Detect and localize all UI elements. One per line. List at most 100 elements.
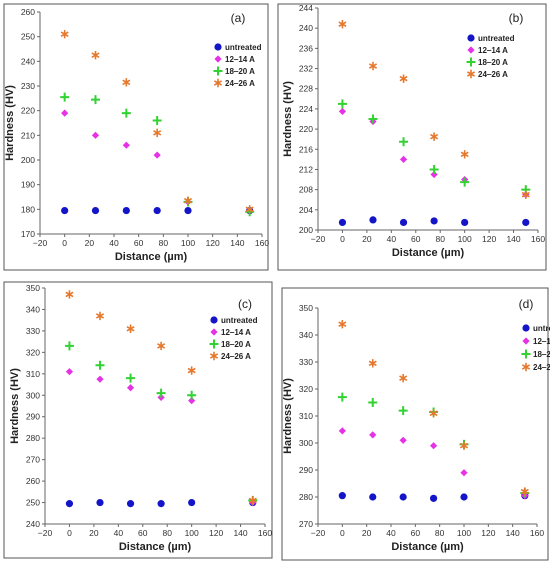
data-point [60, 29, 69, 39]
legend-marker [213, 78, 223, 88]
data-point [184, 206, 192, 215]
y-tick-label: 340 [26, 304, 40, 314]
x-tick-label: 100 [458, 234, 472, 244]
legend-marker [466, 69, 476, 79]
data-point [429, 442, 438, 450]
data-point [122, 141, 130, 149]
data-point [152, 116, 162, 126]
panel-frame [3, 3, 269, 271]
y-tick-label: 228 [299, 84, 313, 94]
y-tick-label: 300 [299, 438, 313, 448]
y-tick-label: 224 [299, 104, 313, 114]
panel-frame [277, 3, 547, 271]
y-tick-label: 170 [21, 229, 35, 239]
data-point [460, 493, 468, 501]
y-tick-label: 232 [299, 64, 313, 74]
data-point [126, 373, 136, 383]
data-point [369, 216, 377, 224]
data-point [460, 177, 470, 187]
chart-panel-1: −20 0 20 40 60 80 100 120 140 160 170 180 190 200 210 2… [3, 3, 269, 271]
data-point [338, 492, 346, 500]
y-tick-label: 330 [26, 326, 40, 336]
data-point [429, 494, 438, 502]
data-point [338, 319, 347, 329]
y-tick-label: 310 [299, 411, 313, 421]
x-tick-label: 60 [138, 528, 148, 538]
y-axis-title: Hardness (HV) [4, 85, 16, 161]
data-point [429, 409, 438, 418]
x-tick-label: 80 [435, 528, 445, 538]
x-tick-label: 60 [134, 238, 144, 248]
y-tick-label: 350 [299, 303, 313, 313]
y-tick-label: 212 [299, 164, 313, 174]
data-point [399, 373, 408, 383]
legend-label: 24‒26 A [225, 79, 255, 88]
x-tick-label: 80 [435, 234, 445, 244]
legend-label: untreated [221, 316, 258, 325]
y-tick-label: 200 [21, 155, 35, 165]
legend-marker [214, 43, 222, 51]
legend-marker [209, 351, 219, 361]
data-point [187, 366, 196, 375]
data-point [91, 50, 100, 60]
data-point [188, 397, 196, 405]
x-tick-label: 120 [481, 528, 495, 538]
legend-marker [522, 324, 530, 332]
y-tick-label: 220 [299, 124, 313, 134]
data-point [91, 206, 100, 215]
y-tick-label: 280 [26, 433, 40, 443]
x-tick-label: 160 [530, 528, 544, 538]
x-tick-label: 0 [67, 528, 72, 538]
x-tick-label: 160 [258, 528, 272, 538]
x-tick-label: 140 [233, 528, 247, 538]
data-point [156, 388, 166, 398]
data-point [122, 206, 130, 215]
legend-marker [467, 46, 475, 54]
y-tick-label: 220 [21, 106, 35, 116]
legend-marker [214, 55, 222, 63]
data-point [153, 151, 161, 159]
y-axis-title: Hardness (HV) [282, 81, 294, 157]
legend-label: 12‒14 A [221, 328, 251, 337]
legend-label: 18‒20 A [221, 340, 251, 349]
data-point [183, 196, 193, 205]
y-tick-label: 330 [299, 357, 313, 367]
x-axis-title: Distance (µm) [119, 541, 192, 553]
x-tick-label: 140 [230, 238, 244, 248]
x-tick-label: 40 [386, 528, 396, 538]
y-tick-label: 310 [26, 369, 40, 379]
data-point [96, 498, 104, 507]
legend-label: untreated [533, 324, 550, 333]
y-tick-label: 260 [21, 7, 35, 17]
x-tick-label: 20 [85, 238, 95, 248]
data-point [459, 441, 469, 450]
x-tick-label: 0 [340, 234, 345, 244]
chart-panel-4: −20 0 20 40 60 80 100 120 140 160 270 280 290 300 310 3… [281, 287, 550, 561]
data-point [338, 107, 347, 116]
x-tick-label: −20 [38, 528, 53, 538]
x-tick-label: 100 [457, 528, 471, 538]
data-point [95, 360, 105, 370]
x-axis-title: Distance (µm) [391, 541, 464, 553]
data-point [65, 290, 74, 299]
data-point [338, 19, 347, 29]
x-tick-label: 60 [411, 528, 421, 538]
data-point [460, 150, 469, 159]
y-tick-label: 250 [21, 32, 35, 42]
x-tick-label: 40 [109, 238, 119, 248]
data-point [399, 493, 407, 501]
y-tick-label: 200 [299, 225, 313, 235]
y-tick-label: 230 [21, 81, 35, 91]
data-point [126, 500, 135, 508]
legend-label: 12‒14 A [478, 46, 508, 55]
panel-frame [3, 281, 273, 559]
data-point [338, 218, 347, 227]
x-tick-label: 20 [89, 528, 99, 538]
legend-marker [210, 328, 218, 336]
data-point [337, 99, 347, 109]
data-point [430, 132, 439, 141]
data-point [61, 109, 69, 117]
data-point [430, 170, 438, 179]
data-point [65, 500, 74, 508]
